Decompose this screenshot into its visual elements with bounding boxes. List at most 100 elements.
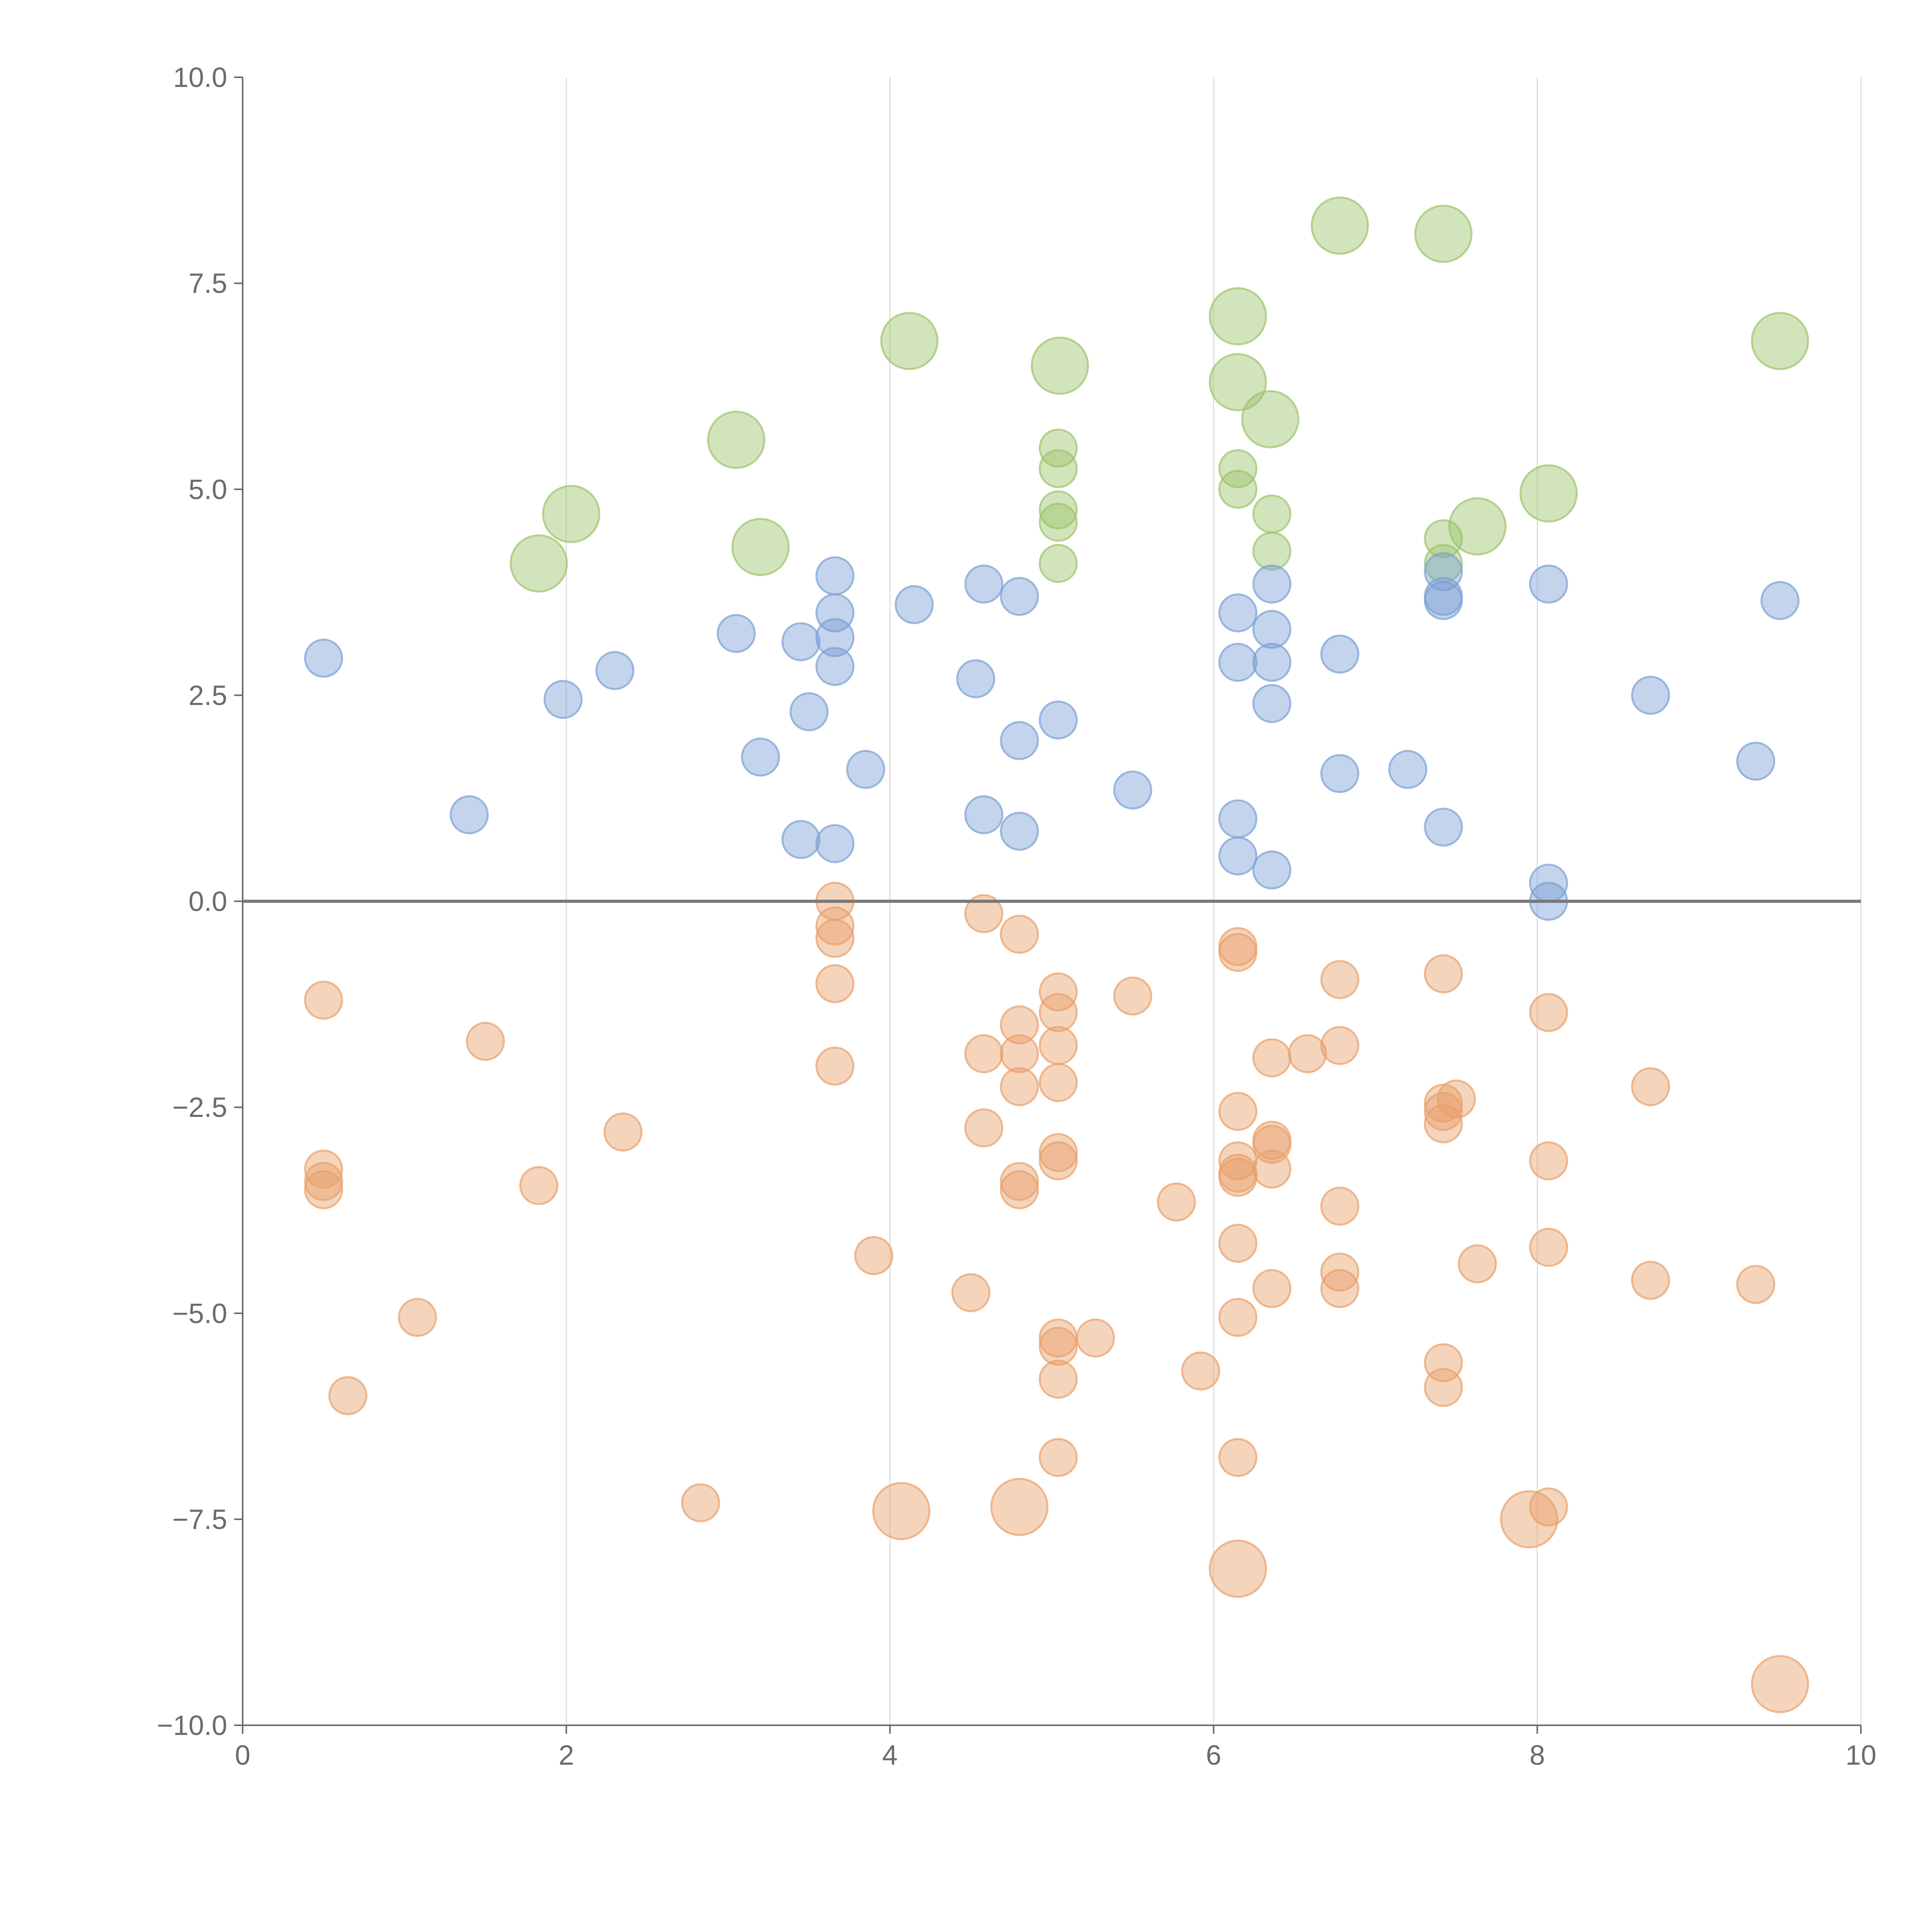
- green-data-point: [1252, 531, 1292, 571]
- blue-data-point: [781, 820, 821, 859]
- orange-data-point: [1039, 1359, 1078, 1399]
- blue-data-point: [1218, 643, 1258, 682]
- orange-data-point: [1039, 1438, 1078, 1477]
- green-data-point: [1311, 196, 1369, 255]
- orange-data-point: [1218, 1223, 1258, 1263]
- y-tick-label: 10.0: [173, 62, 227, 93]
- orange-data-point: [1000, 1170, 1039, 1209]
- orange-data-point: [1736, 1265, 1776, 1304]
- orange-data-point: [1181, 1351, 1220, 1391]
- y-tick-label: −2.5: [172, 1092, 227, 1123]
- orange-data-point: [1076, 1318, 1115, 1358]
- blue-data-point: [1000, 721, 1039, 760]
- data-points: [243, 196, 1861, 1713]
- x-tick-label: 4: [882, 1740, 898, 1771]
- orange-data-point: [1039, 1327, 1078, 1366]
- y-tick-label: −10.0: [157, 1710, 227, 1741]
- orange-data-point: [1209, 1539, 1267, 1598]
- green-data-point: [1209, 353, 1267, 412]
- orange-data-point: [1156, 1182, 1196, 1222]
- orange-data-point: [1039, 972, 1078, 1012]
- orange-data-point: [1423, 954, 1463, 993]
- orange-data-point: [1000, 1034, 1039, 1073]
- orange-data-point: [398, 1298, 437, 1337]
- orange-data-point: [603, 1112, 643, 1152]
- orange-data-point: [1529, 993, 1568, 1032]
- orange-data-point: [1500, 1490, 1558, 1549]
- orange-data-point: [1000, 915, 1039, 954]
- blue-data-point: [781, 622, 821, 662]
- orange-data-point: [990, 1478, 1049, 1536]
- orange-data-point: [1458, 1244, 1497, 1284]
- orange-data-point: [1423, 1104, 1463, 1143]
- green-data-point: [1252, 494, 1292, 534]
- green-data-point: [1209, 287, 1267, 345]
- blue-data-point: [815, 824, 855, 863]
- x-tick-label: 8: [1529, 1740, 1545, 1771]
- orange-data-point: [1320, 1269, 1359, 1308]
- orange-data-point: [1437, 1079, 1476, 1119]
- green-data-point: [1751, 312, 1809, 370]
- y-tick-label: −7.5: [172, 1504, 227, 1535]
- blue-data-point: [1320, 754, 1359, 793]
- orange-data-point: [1320, 960, 1359, 999]
- green-data-point: [731, 518, 790, 576]
- blue-data-point: [1736, 742, 1776, 781]
- blue-data-point: [1631, 675, 1670, 715]
- green-data-point: [880, 312, 939, 370]
- blue-data-point: [1113, 770, 1152, 810]
- blue-data-point: [741, 737, 780, 777]
- orange-data-point: [1631, 1260, 1670, 1300]
- orange-data-point: [1252, 1150, 1292, 1189]
- orange-data-point: [1218, 1438, 1258, 1477]
- blue-data-point: [1000, 577, 1039, 616]
- green-data-point: [1218, 449, 1258, 488]
- orange-data-point: [1218, 1158, 1258, 1197]
- orange-data-point: [815, 918, 855, 958]
- orange-data-point: [1039, 1141, 1078, 1180]
- orange-data-point: [815, 1046, 855, 1086]
- orange-data-point: [815, 906, 855, 946]
- green-data-point: [1519, 464, 1578, 523]
- orange-data-point: [964, 894, 1003, 933]
- orange-data-point: [815, 964, 855, 1003]
- blue-data-point: [1252, 684, 1292, 723]
- blue-data-point: [716, 614, 756, 653]
- orange-data-point: [519, 1166, 558, 1205]
- orange-data-point: [681, 1483, 720, 1522]
- orange-data-point: [1039, 1063, 1078, 1102]
- orange-data-point: [304, 1162, 343, 1201]
- green-data-point: [1039, 503, 1078, 542]
- orange-data-point: [951, 1273, 991, 1312]
- blue-data-point: [1388, 750, 1427, 789]
- blue-data-point: [595, 651, 634, 690]
- orange-data-point: [1039, 993, 1078, 1032]
- orange-data-point: [1320, 1252, 1359, 1292]
- orange-data-point: [1631, 1067, 1670, 1106]
- blue-data-point: [1000, 811, 1039, 851]
- x-tick-label: 10: [1845, 1740, 1876, 1771]
- blue-data-point: [846, 750, 885, 789]
- orange-data-point: [304, 1150, 343, 1189]
- orange-data-point: [1218, 933, 1258, 972]
- orange-data-point: [1218, 1298, 1258, 1337]
- blue-data-point: [304, 638, 343, 678]
- blue-data-point: [1252, 564, 1292, 604]
- blue-data-point: [1218, 593, 1258, 633]
- blue-data-point: [964, 564, 1003, 604]
- blue-data-point: [1218, 799, 1258, 838]
- orange-data-point: [964, 1034, 1003, 1073]
- green-data-point: [1039, 490, 1078, 530]
- y-tick-label: 2.5: [189, 680, 227, 711]
- blue-data-point: [956, 659, 995, 699]
- blue-data-point: [543, 680, 583, 719]
- blue-data-point: [1252, 850, 1292, 889]
- y-tick-label: −5.0: [172, 1298, 227, 1329]
- green-data-point: [1414, 204, 1473, 263]
- green-data-point: [542, 485, 600, 543]
- orange-data-point: [872, 1482, 930, 1540]
- orange-data-point: [1113, 976, 1152, 1016]
- green-data-point: [1039, 449, 1078, 488]
- orange-data-point: [304, 1170, 343, 1209]
